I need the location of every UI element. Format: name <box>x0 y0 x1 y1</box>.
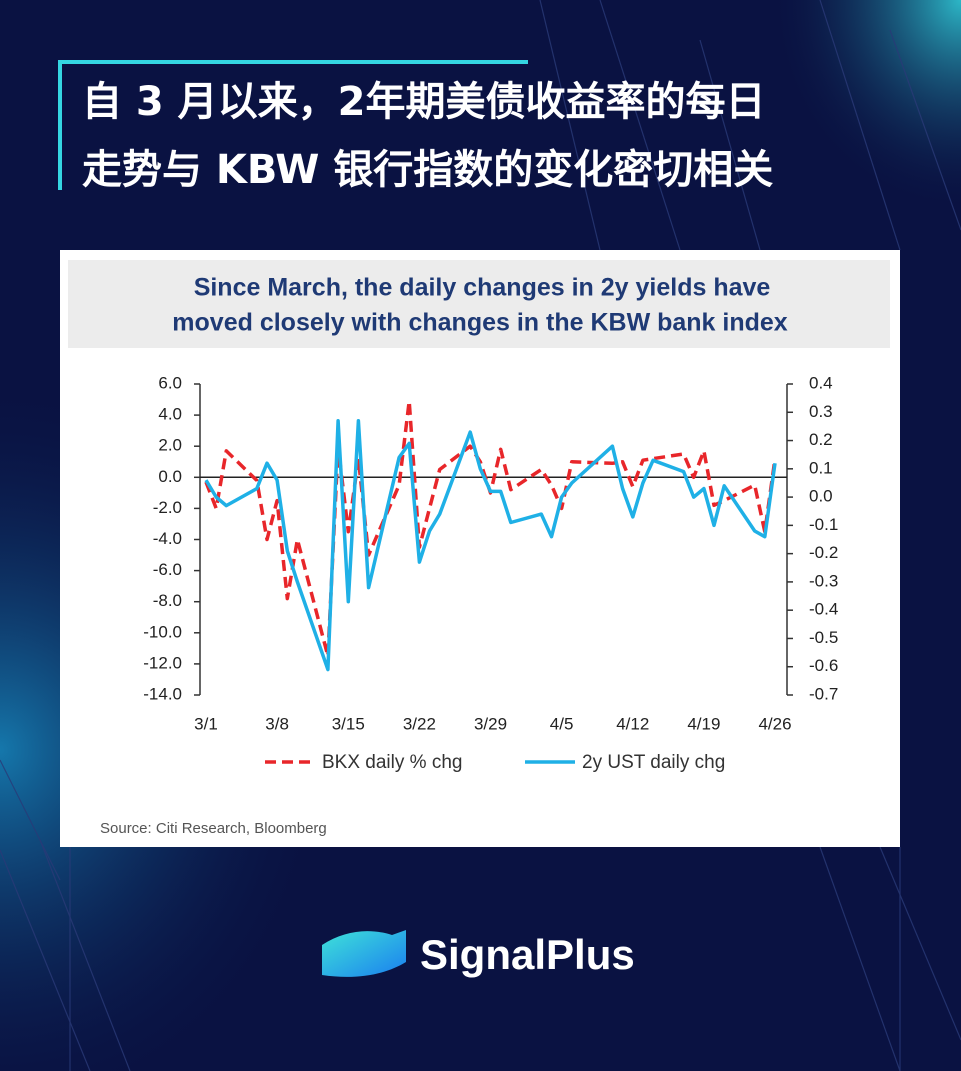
y-tick-label: -12.0 <box>143 653 182 672</box>
x-tick-label: 4/26 <box>758 714 791 733</box>
chart-title: moved closely with changes in the KBW ba… <box>172 309 788 337</box>
y2-tick-label: -0.3 <box>809 571 838 590</box>
chart-title: Since March, the daily changes in 2y yie… <box>194 274 771 302</box>
y2-tick-label: 0.1 <box>809 458 833 477</box>
x-tick-label: 4/19 <box>687 714 720 733</box>
page-title: 走势与 KBW 银行指数的变化密切相关 <box>82 147 773 193</box>
y2-tick-label: -0.6 <box>809 656 838 675</box>
y2-tick-label: -0.4 <box>809 600 838 619</box>
y-tick-label: -6.0 <box>153 560 182 579</box>
y-tick-label: 2.0 <box>158 436 182 455</box>
y2-tick-label: -0.2 <box>809 543 838 562</box>
source: Source: Citi Research, Bloomberg <box>100 820 327 837</box>
brand: SignalPlus <box>420 931 635 978</box>
x-tick-label: 3/22 <box>403 714 436 733</box>
y2-tick-label: -0.1 <box>809 515 838 534</box>
x-tick-label: 3/29 <box>474 714 507 733</box>
x-tick-label: 3/1 <box>194 714 218 733</box>
x-tick-label: 4/5 <box>550 714 574 733</box>
page-title: 自 3 月以来，2年期美债收益率的每日 <box>82 79 766 125</box>
x-tick-label: 3/8 <box>265 714 289 733</box>
y-tick-label: 0.0 <box>158 467 182 486</box>
y2-tick-label: 0.0 <box>809 487 833 506</box>
y2-tick-label: -0.7 <box>809 684 838 703</box>
x-tick-label: 4/12 <box>616 714 649 733</box>
y2-tick-label: 0.4 <box>809 373 833 392</box>
y2-tick-label: 0.2 <box>809 430 833 449</box>
legend-label: 2y UST daily chg <box>582 752 725 773</box>
y-tick-label: -10.0 <box>143 622 182 641</box>
y2-tick-label: 0.3 <box>809 402 833 421</box>
legend-label: BKX daily % chg <box>322 752 462 773</box>
y-tick-label: -14.0 <box>143 684 182 703</box>
logo-icon <box>322 930 406 977</box>
y-tick-label: 6.0 <box>158 373 182 392</box>
y-tick-label: -2.0 <box>153 498 182 517</box>
chart-title-box <box>68 260 890 348</box>
y-tick-label: -8.0 <box>153 591 182 610</box>
y-tick-label: 4.0 <box>158 405 182 424</box>
y-tick-label: -4.0 <box>153 529 182 548</box>
y2-tick-label: -0.5 <box>809 628 838 647</box>
series-line <box>204 419 777 672</box>
plot: 6.0 4.0 2.0 0.0 -2.0 -4.0 -6.0 -8.0 -10.0 -12.0 -1… <box>143 373 838 773</box>
x-tick-label: 3/15 <box>332 714 365 733</box>
